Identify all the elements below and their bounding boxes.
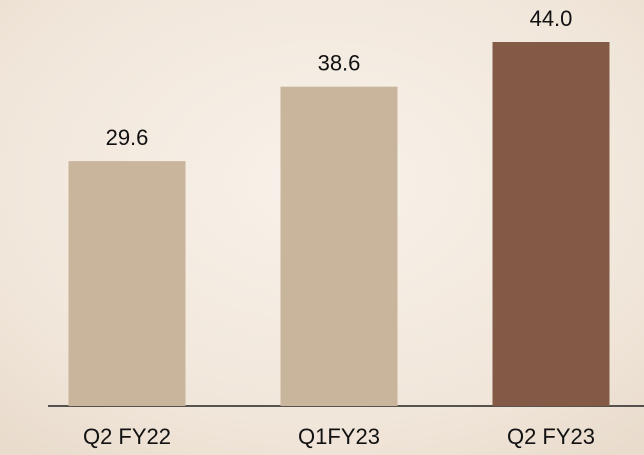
x-tick-label: Q2 FY22 <box>83 424 171 449</box>
value-label: 29.6 <box>106 125 149 150</box>
value-label: 44.0 <box>530 6 573 31</box>
value-label: 38.6 <box>318 50 361 75</box>
x-tick-label: Q2 FY23 <box>507 424 595 449</box>
bar <box>492 42 610 406</box>
x-tick-label: Q1FY23 <box>298 424 380 449</box>
bar <box>68 161 186 406</box>
bar <box>280 86 398 406</box>
